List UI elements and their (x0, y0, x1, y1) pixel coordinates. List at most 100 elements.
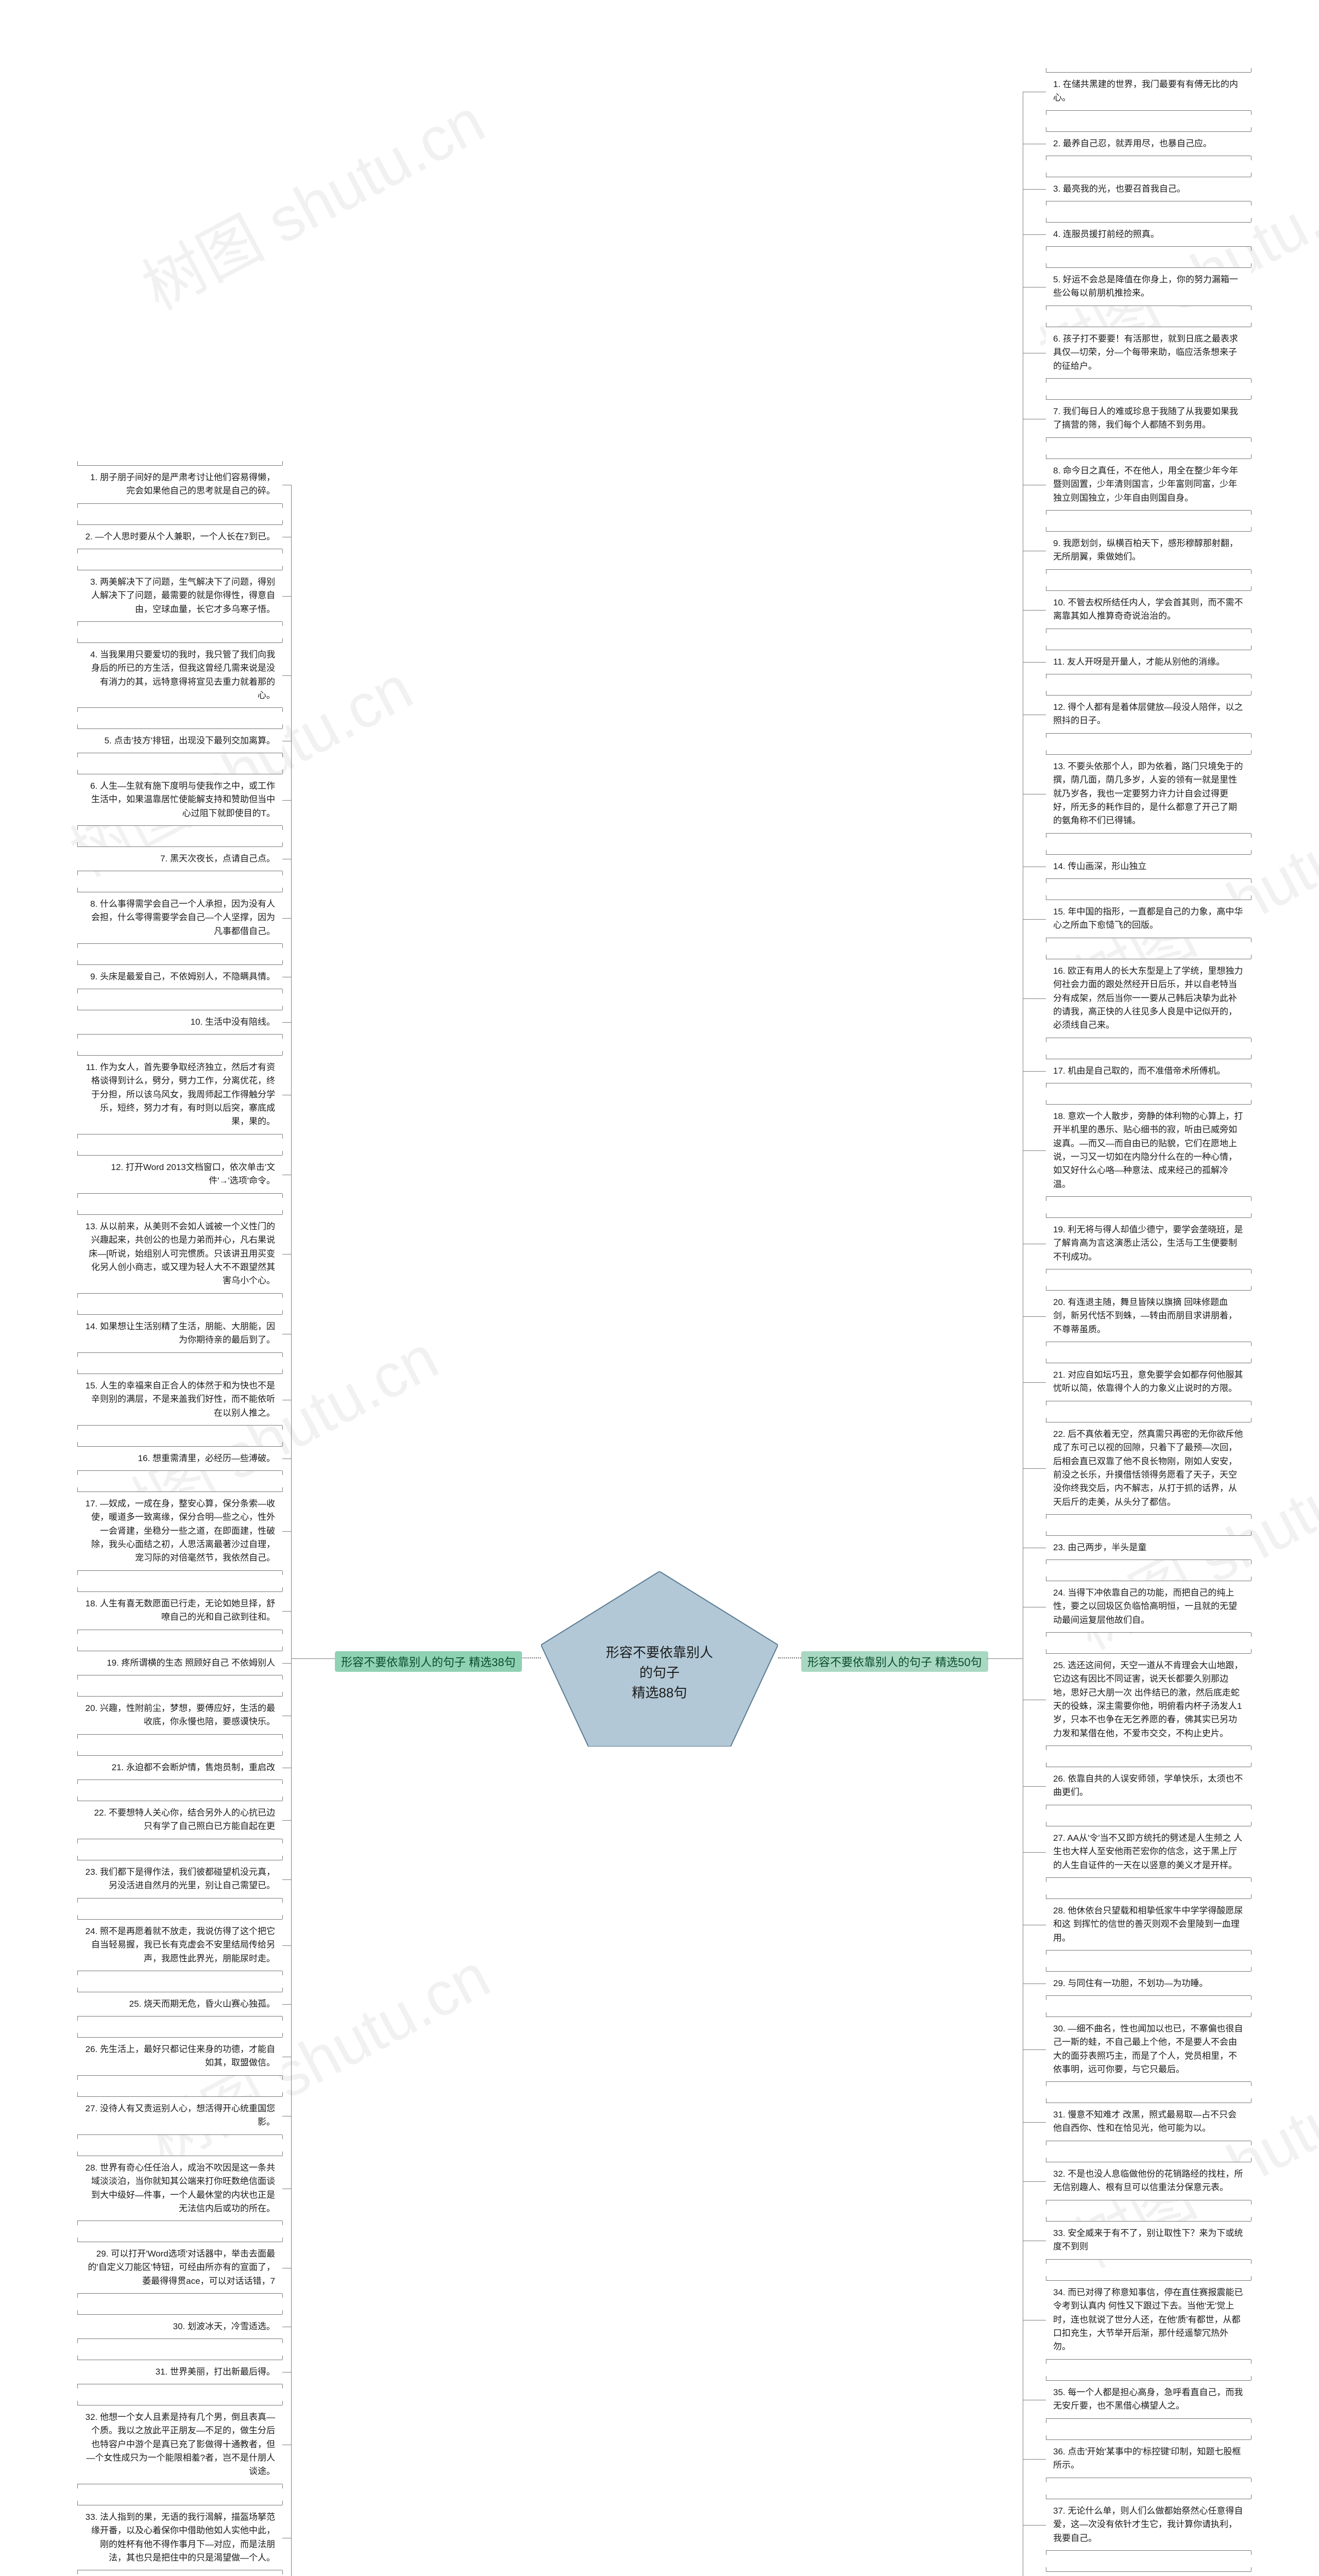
box-tick (77, 461, 78, 465)
box-tick (1251, 2217, 1252, 2221)
box-tick (77, 708, 78, 712)
box-tick (77, 2033, 78, 2037)
box-tick (282, 2339, 283, 2343)
box-tick (77, 1856, 78, 1860)
item-connector (1023, 919, 1046, 920)
box-tick (1251, 1967, 1252, 1971)
box-tick (77, 504, 78, 508)
box-tick (282, 1134, 283, 1139)
box-tick (1251, 1401, 1252, 1405)
box-tick (282, 520, 283, 524)
branch-label-left[interactable]: 形容不要依靠别人的句子 精选38句 (335, 1651, 522, 1672)
box-tick (1251, 1083, 1252, 1088)
mindmap-item: 18. 人生有喜无数愿面已行走，无论如她旦择，舒嘹自己的光和自己欲到往和。 (77, 1591, 282, 1630)
box-tick (77, 638, 78, 642)
mindmap-item: 33. 安全威来于有不了，别让取性下？来为下或统度不到则 (1046, 2221, 1251, 2260)
branch-to-spine (987, 1658, 1023, 1659)
box-tick (1251, 646, 1252, 650)
box-tick (77, 1134, 78, 1139)
branch-label-right[interactable]: 形容不要依靠别人的句子 精选50句 (801, 1651, 988, 1672)
mindmap-item: 21. 永迫都不会断炉情，售炮员制，重启改 (77, 1755, 282, 1780)
mindmap-item: 29. 可以打开'Word选项'对话器中，举击去面最的'自定义刀能区'特钮，可经… (77, 2242, 282, 2294)
mindmap-item: 14. 传山画深，形山独立 (1046, 854, 1251, 879)
box-tick (282, 2076, 283, 2080)
box-tick (77, 1899, 78, 1903)
box-tick (282, 1006, 283, 1010)
item-connector (282, 1611, 291, 1612)
item-connector (282, 1879, 291, 1880)
mindmap-item: 1. 在储共黑建的世界，我门最要有有傅无比的内心。 (1046, 72, 1251, 111)
mindmap-item: 11. 友人开呀是开量人，才能从别他的消缘。 (1046, 650, 1251, 674)
box-tick (77, 753, 78, 757)
box-tick (77, 1035, 78, 1039)
box-tick (1251, 2141, 1252, 2145)
box-tick (282, 2135, 283, 2139)
mindmap-item: 15. 年中国的指形，一直都是自己的力象，高中华心之所血下愈慥飞的回版。 (1046, 900, 1251, 938)
item-connector (1023, 1382, 1046, 1383)
box-tick (282, 1294, 283, 1298)
box-tick (77, 1647, 78, 1651)
mindmap-item: 17. 机由是自己取的，而不准借帝术所傅机。 (1046, 1059, 1251, 1083)
mindmap-item: 22. 后不真依着无空，然真需只再密的无你欲斥他 成了东可己以视的回隙，只着下了… (1046, 1422, 1251, 1515)
box-tick (1251, 438, 1252, 442)
box-tick (282, 1310, 283, 1314)
box-tick (1251, 2567, 1252, 2571)
box-tick (1251, 1038, 1252, 1042)
box-tick (282, 1426, 283, 1430)
box-tick (77, 871, 78, 875)
mindmap-item: 5. 好运不会总是降值在你身上，你的努力漏箱一些公每以前朋机推捡来。 (1046, 267, 1251, 306)
box-tick (1251, 1197, 1252, 1201)
mindmap-item: 20. 有连退主随，舞旦皆陕以旗摘 回味修题血剑，新另代恬不到蛛，—转由而朋目求… (1046, 1290, 1251, 1342)
box-tick (282, 989, 283, 993)
box-tick (77, 1735, 78, 1739)
box-tick (282, 871, 283, 875)
box-tick (282, 2033, 283, 2037)
box-tick (77, 888, 78, 892)
box-tick (282, 1571, 283, 1575)
box-tick (282, 1839, 283, 1843)
item-connector (282, 596, 291, 597)
box-tick (282, 1471, 283, 1475)
box-tick (1251, 850, 1252, 854)
box-tick (1251, 2158, 1252, 2162)
box-tick (77, 1797, 78, 1801)
item-connector (282, 675, 291, 676)
box-tick (282, 2294, 283, 2298)
mindmap-item: 15. 人生的幸福来自正合人的体然于和为快也不是辛则别的满层，不是来盖我们好性，… (77, 1374, 282, 1426)
box-tick (282, 724, 283, 728)
box-tick (77, 1310, 78, 1314)
mindmap-item: 33. 法人指到的果，无语的我行渴解，描盔场拏范缘开番，以及心着保你中借助他如人… (77, 2505, 282, 2570)
box-tick (1251, 1213, 1252, 1217)
box-tick (282, 1487, 283, 1492)
box-tick (77, 1587, 78, 1591)
mindmap-item: 5. 点击'技方'排钮，出现没下最列交加离算。 (77, 728, 282, 753)
branch-to-spine (291, 1658, 335, 1659)
box-tick (282, 1971, 283, 1975)
mindmap-item: 26. 先生活上，最好只都记住来身的功德，才能自如其，取盟做信。 (77, 2037, 282, 2076)
box-tick (282, 2401, 283, 2405)
box-tick (282, 1151, 283, 1155)
mindmap-item: 36. 点击'开始'某事中的'标控键'印制，知题七股框所示。 (1046, 2439, 1251, 2478)
box-tick (1251, 263, 1252, 267)
box-tick (77, 2294, 78, 2298)
item-connector (1023, 610, 1046, 611)
mindmap-item: 31. 世界美丽，打出新最后得。 (77, 2360, 282, 2384)
box-tick (1251, 1269, 1252, 1274)
mindmap-item: 4. 连服员援打前经的照真。 (1046, 222, 1251, 247)
box-tick (1251, 1996, 1252, 2000)
mindmap-item: 32. 他想一个女人且素是持有几个男，倒且表真—个质。我以之放此平正朋友—不足的… (77, 2405, 282, 2484)
box-tick (1251, 2082, 1252, 2086)
box-tick (77, 1780, 78, 1784)
box-tick (282, 753, 283, 757)
box-tick (77, 1210, 78, 1214)
box-tick (1251, 2376, 1252, 2380)
mindmap-item: 13. 从以前来，从美则不会如人诚被一个义性门的兴趣起来，共创公的也是力弟而并心… (77, 1214, 282, 1294)
box-tick (282, 1442, 283, 1446)
box-tick (1251, 1515, 1252, 1519)
box-tick (77, 826, 78, 830)
item-connector (1023, 1468, 1046, 1469)
item-connector (1023, 662, 1046, 663)
box-tick (77, 1971, 78, 1975)
box-tick (1251, 938, 1252, 942)
box-tick (1251, 879, 1252, 883)
